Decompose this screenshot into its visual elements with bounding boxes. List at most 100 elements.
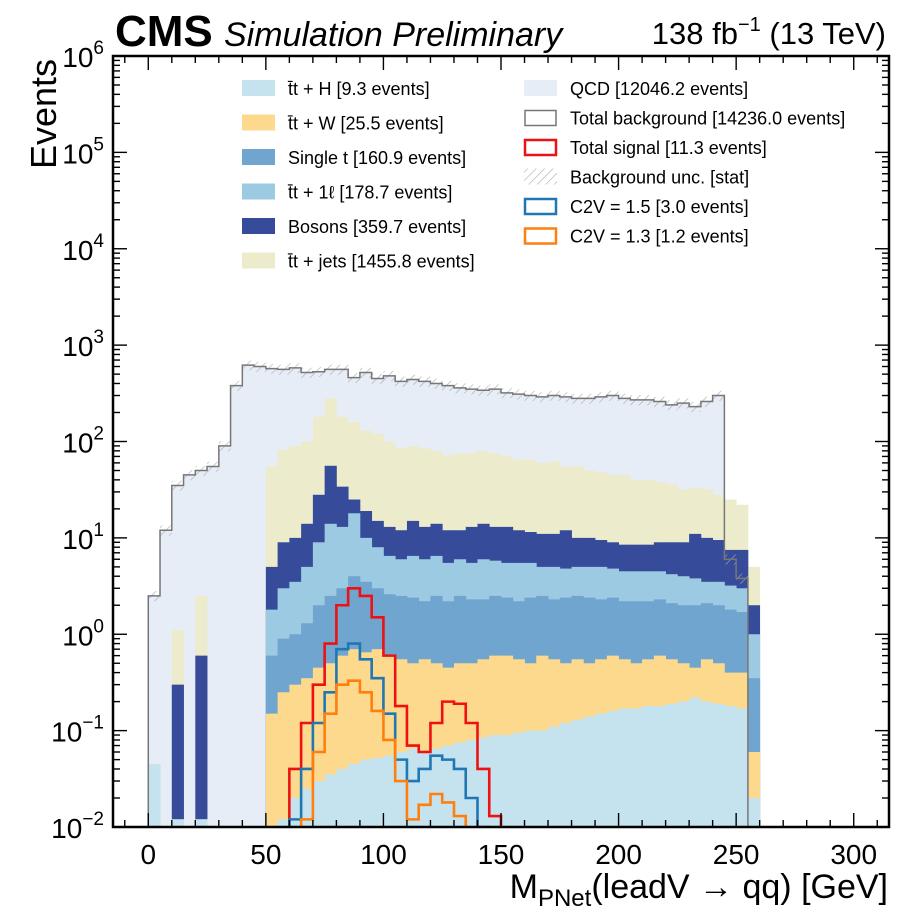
bar-tth-50 (736, 708, 749, 827)
bar-tth-20 (383, 755, 396, 827)
bar-tth-25 (442, 745, 455, 827)
axis-ticks: 0 50 100 150 200 250 300 10−2 10−1 100 101 102 103 10… (51, 38, 889, 870)
y-tick-label: 101 (62, 520, 104, 555)
bar-tth-28 (477, 737, 490, 827)
legend-swatch (242, 252, 275, 269)
bar-tth-21 (395, 752, 408, 827)
series-line-signal-2 (299, 679, 468, 827)
bar-tth-19 (371, 757, 384, 827)
legend-swatch (242, 149, 275, 165)
bar-tth-38 (595, 713, 608, 827)
bar-tth-11 (277, 819, 290, 827)
histogram-outlines (147, 364, 749, 827)
legend-entry-left-3: t̄t + 1ℓ [178.7 events] (242, 183, 452, 203)
legend-swatch (523, 138, 558, 157)
bar-qcd-7 (230, 385, 243, 827)
legend-label: Bosons [359.7 events] (288, 217, 466, 237)
legend-swatch (523, 197, 558, 216)
bar-tth-47 (700, 701, 714, 827)
bar-tth-48 (712, 703, 725, 827)
x-tick-label: 150 (478, 839, 525, 870)
bar-tth-22 (406, 748, 420, 827)
bar-tth-14 (312, 781, 326, 827)
bar-tth-0 (148, 764, 161, 827)
bar-tth-17 (348, 764, 361, 827)
legend-swatch (524, 109, 557, 127)
legend-label: Total background [14236.0 events] (570, 109, 845, 129)
legend-swatch (242, 183, 275, 200)
bar-ttw-12 (289, 684, 302, 827)
series-line-signal-1 (288, 642, 491, 827)
bar-tth-16 (336, 768, 349, 827)
bar-tth-32 (524, 730, 537, 827)
y-tick-label: 102 (62, 424, 104, 459)
bar-bosons-4 (195, 655, 208, 827)
legend-entry-right-2: Total signal [11.3 events] (523, 138, 767, 158)
legend-label: t̄t + 1ℓ [178.7 events] (287, 183, 452, 203)
x-axis-label-rest: (leadV → qq) [GeV] (591, 868, 888, 906)
bar-qcd-5 (207, 466, 220, 827)
legend-entry-left-0: t̄t + H [9.3 events] (242, 79, 430, 99)
x-tick-label: 100 (360, 839, 407, 870)
bar-tth-13 (301, 788, 314, 827)
y-tick-label: 100 (62, 616, 104, 651)
y-tick-label: 105 (62, 134, 104, 169)
series-line-signal-0 (288, 586, 503, 827)
bar-tth-12 (289, 797, 302, 827)
bar-qcd-3 (183, 474, 196, 827)
bar-tth-43 (653, 706, 667, 827)
legend-swatch (524, 80, 557, 96)
legend-entry-left-2: Single t [160.9 events] (242, 148, 466, 168)
bar-tth-42 (642, 706, 655, 827)
bar-tth-15 (324, 774, 337, 827)
bar-tth-18 (359, 759, 373, 827)
lumi-value: 138 fb (652, 16, 738, 51)
x-tick-label: 250 (713, 839, 760, 870)
bar-tth-36 (571, 719, 584, 827)
legend-swatch (242, 218, 275, 234)
x-tick-label: 200 (595, 839, 642, 870)
y-tick-label: 10−1 (51, 713, 104, 748)
x-tick-label: 0 (140, 839, 156, 870)
legend-entry-left-4: Bosons [359.7 events] (242, 217, 466, 237)
legend: t̄t + H [9.3 events] t̄t + W [25.5 events… (242, 79, 845, 272)
legend-entry-right-5: C2V = 1.3 [1.2 events] (523, 227, 749, 247)
lumi-exponent: −1 (738, 14, 761, 36)
bar-tth-31 (512, 732, 525, 827)
bar-ttw-11 (277, 692, 290, 827)
cms-label: CMS (115, 7, 213, 56)
legend-swatch (242, 114, 275, 131)
bar-tth-46 (689, 697, 702, 827)
bar-qcd-1 (160, 530, 173, 827)
y-tick-label: 104 (62, 231, 104, 266)
legend-entry-right-0: QCD [12046.2 events] (524, 79, 748, 99)
legend-label: t̄t + jets [1455.8 events] (287, 252, 474, 272)
bar-tth-34 (548, 726, 561, 827)
legend-entry-left-5: t̄t + jets [1455.8 events] (242, 252, 475, 272)
bar-qcd-9 (254, 366, 267, 827)
bar-tth-33 (536, 730, 549, 827)
bar-tth-41 (630, 708, 643, 827)
bar-tth-40 (618, 708, 631, 827)
y-axis-label: Events (23, 59, 64, 169)
legend-label: Background unc. [stat] (570, 168, 749, 188)
bar-tth-29 (489, 735, 502, 827)
bar-tth-30 (501, 735, 514, 827)
bar-qcd-8 (242, 365, 255, 827)
series-line-total-background (147, 364, 749, 827)
legend-label: C2V = 1.5 [3.0 events] (570, 197, 749, 217)
bar-tth-51 (747, 797, 761, 827)
bar-tth-44 (665, 703, 678, 827)
legend-label: Total signal [11.3 events] (570, 138, 767, 158)
lumi-energy: (13 TeV) (761, 16, 886, 51)
bar-tth-2 (171, 819, 184, 827)
y-tick-label: 103 (62, 327, 104, 362)
bar-tth-26 (453, 742, 467, 827)
bar-tth-35 (559, 722, 572, 827)
legend-label: t̄t + H [9.3 events] (287, 79, 429, 99)
bar-tth-27 (465, 739, 478, 827)
bar-tth-24 (430, 748, 443, 827)
legend-label: QCD [12046.2 events] (570, 79, 748, 99)
